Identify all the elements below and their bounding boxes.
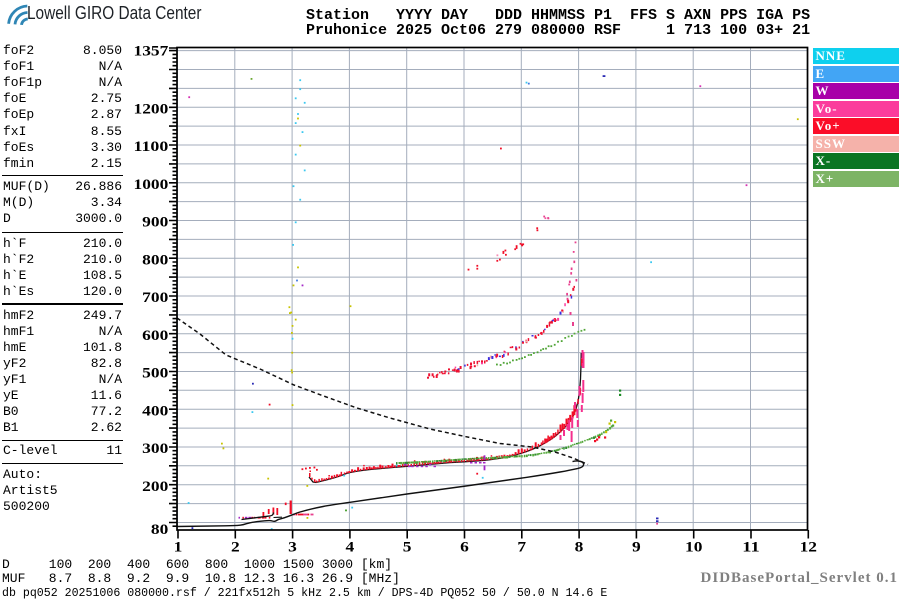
svg-text:400: 400	[142, 403, 168, 419]
svg-text:10: 10	[685, 540, 702, 556]
svg-text:1: 1	[174, 540, 183, 556]
svg-text:5: 5	[403, 540, 412, 556]
svg-text:700: 700	[142, 290, 168, 306]
svg-text:800: 800	[142, 252, 168, 268]
svg-text:900: 900	[142, 215, 168, 231]
svg-text:1357: 1357	[134, 43, 169, 59]
svg-text:80: 80	[151, 522, 168, 538]
svg-text:7: 7	[517, 540, 526, 556]
svg-text:2: 2	[231, 540, 240, 556]
svg-text:300: 300	[142, 441, 168, 457]
svg-text:1000: 1000	[134, 177, 169, 193]
svg-text:1100: 1100	[134, 139, 169, 155]
svg-text:3: 3	[288, 540, 297, 556]
svg-text:8: 8	[575, 540, 584, 556]
svg-text:9: 9	[632, 540, 641, 556]
svg-text:6: 6	[460, 540, 469, 556]
svg-text:1200: 1200	[134, 102, 169, 118]
svg-text:11: 11	[742, 540, 759, 556]
svg-text:500: 500	[142, 366, 168, 382]
svg-text:12: 12	[800, 540, 817, 556]
svg-text:600: 600	[142, 328, 168, 344]
svg-text:200: 200	[142, 479, 168, 495]
svg-text:4: 4	[346, 540, 355, 556]
